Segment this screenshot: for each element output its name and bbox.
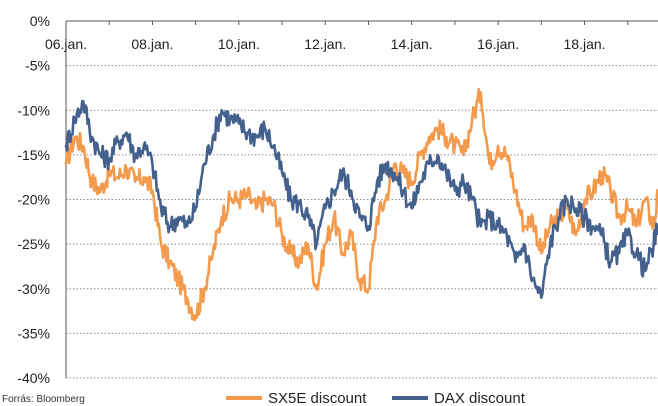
y-tick-label: -30% [17,281,50,297]
x-tick-label: 16.jan. [477,36,519,52]
legend-label-dax: DAX discount [434,390,526,406]
x-tick-label: 12.jan. [304,36,346,52]
series-line-sx5e [64,87,658,322]
y-tick-label: 0% [30,13,50,29]
x-tick-label: 08.jan. [131,36,173,52]
source-note: Forrás: Bloomberg [2,394,85,405]
legend: SX5E discount DAX discount [226,390,526,406]
y-tick-label: -20% [17,192,50,208]
axes [65,20,658,378]
x-tick-label: 14.jan. [391,36,433,52]
y-tick-label: -25% [17,236,50,252]
x-tick-label: 10.jan. [218,36,260,52]
y-tick-label: -5% [25,58,50,74]
y-tick-label: -10% [17,102,50,118]
x-tick-label: 06.jan. [45,36,87,52]
y-tick-label: -35% [17,325,50,341]
series-line-dax [64,99,658,299]
legend-label-sx5e: SX5E discount [268,390,367,406]
y-tick-label: -40% [17,370,50,386]
series-lines [64,87,658,322]
x-tick-label: 18.jan. [564,36,606,52]
y-tick-label: -15% [17,147,50,163]
tick-labels: 0% -5% -10% -15% -20% -25% -30% -35% -40% 06.jan.… [17,13,605,386]
grid-lines [66,65,658,379]
